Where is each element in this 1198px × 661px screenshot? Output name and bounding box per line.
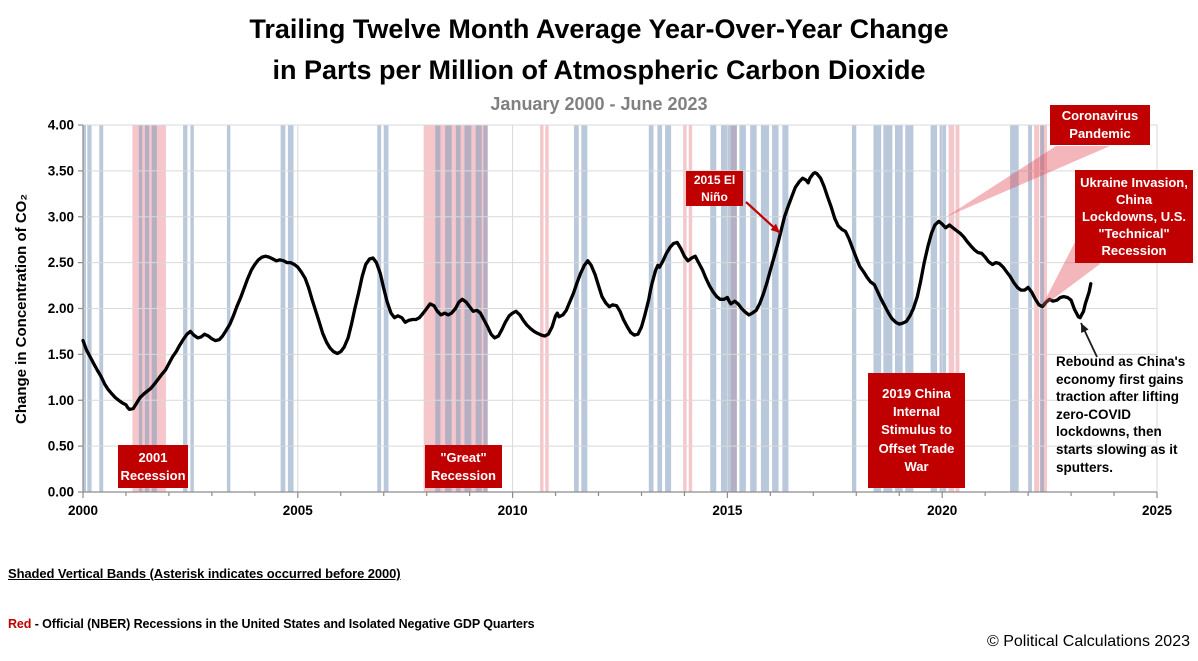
annotation-2019-china-stimulus: 2019 China Internal Stimulus to Offset T…: [868, 373, 965, 488]
x-tick-label: 2020: [927, 503, 957, 518]
annotation-great-recession: "Great" Recession: [425, 445, 502, 488]
legend-red-term: Red: [8, 617, 32, 631]
y-axis-title: Change in Concentration of CO₂: [13, 194, 30, 424]
x-tick-label: 2015: [712, 503, 743, 518]
band-legend: Shaded Vertical Bands (Asterisk indicate…: [8, 531, 755, 661]
el-nino-arrow-head: [770, 223, 780, 233]
x-tick-label: 2005: [283, 503, 314, 518]
y-tick-label: 1.00: [48, 393, 74, 408]
x-tick-label: 2025: [1142, 503, 1173, 518]
x-tick-label: 2010: [498, 503, 528, 518]
y-tick-label: 2.50: [48, 255, 74, 270]
chart-title-line2: in Parts per Million of Atmospheric Carb…: [272, 55, 926, 85]
annotation-ukraine-invasion: Ukraine Invasion, China Lockdowns, U.S. …: [1075, 170, 1193, 263]
y-tick-label: 4.00: [48, 118, 74, 133]
annotation-2015-el-nino: 2015 El Niño: [686, 171, 743, 206]
annotation-2001-recession: 2001 Recession: [118, 445, 188, 488]
y-tick-label: 2.00: [48, 301, 74, 316]
chart-title-line1: Trailing Twelve Month Average Year-Over-…: [249, 14, 949, 44]
legend-heading: Shaded Vertical Bands (Asterisk indicate…: [8, 566, 401, 581]
y-tick-label: 0.00: [48, 485, 74, 500]
legend-red-text: - Official (NBER) Recessions in the Unit…: [31, 617, 535, 631]
annotation-coronavirus-pandemic: Coronavirus Pandemic: [1050, 105, 1150, 145]
rebound-arrow-head: [1081, 323, 1089, 333]
y-tick-label: 3.50: [48, 163, 74, 178]
y-tick-label: 3.00: [48, 209, 74, 224]
copyright-notice: © Political Calculations 2023: [986, 633, 1190, 650]
coronavirus-callout-wedge: [946, 146, 1110, 217]
rebound-note: Rebound as China's economy first gains t…: [1056, 354, 1186, 475]
x-tick-label: 2000: [68, 503, 98, 518]
y-tick-label: 1.50: [48, 347, 74, 362]
chart-subtitle: January 2000 - June 2023: [490, 94, 708, 114]
data-line: [81, 171, 1093, 412]
y-tick-label: 0.50: [48, 439, 74, 454]
